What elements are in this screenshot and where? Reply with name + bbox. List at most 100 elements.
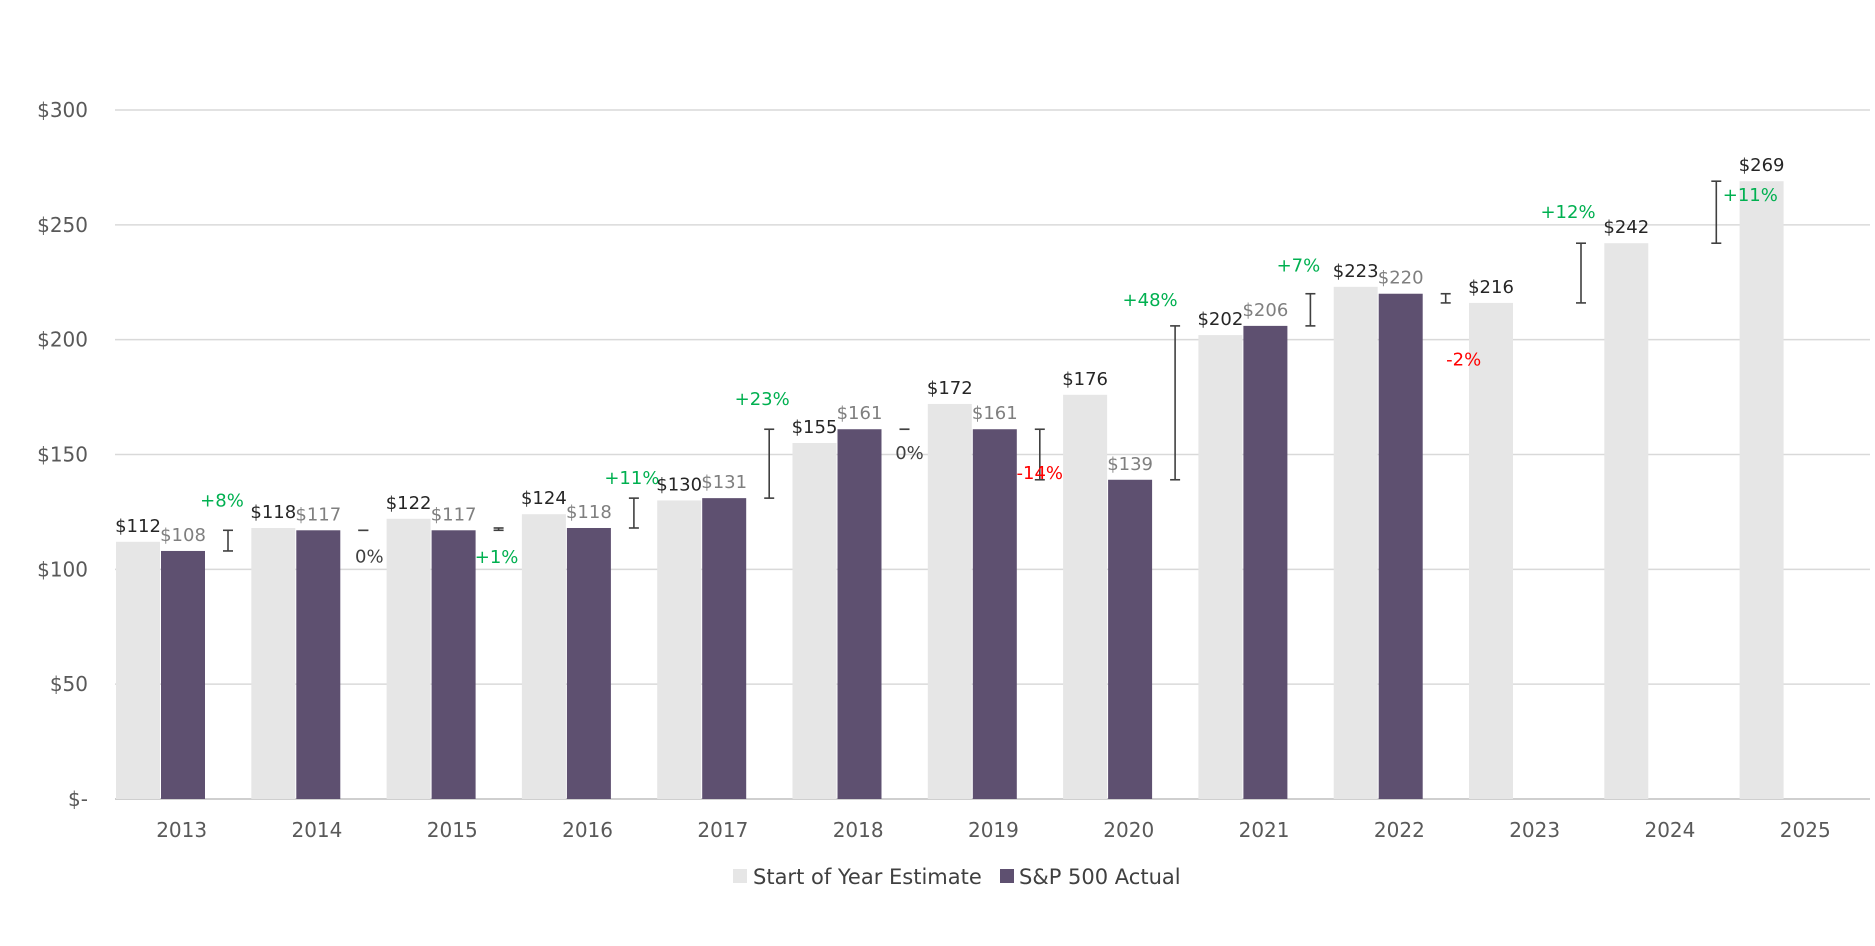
growth-label: +23% xyxy=(735,389,790,410)
data-label-actual: $131 xyxy=(701,472,747,493)
bar-actual xyxy=(296,530,341,799)
growth-label: 0% xyxy=(355,546,384,567)
data-label-actual: $161 xyxy=(837,403,883,424)
data-label-actual: $161 xyxy=(972,403,1018,424)
data-label-estimate: $223 xyxy=(1333,261,1379,282)
bar-estimate xyxy=(1198,335,1243,799)
x-tick-label: 2022 xyxy=(1374,818,1425,842)
y-tick-label: $- xyxy=(68,787,88,811)
bar-actual xyxy=(161,550,205,799)
bar-estimate xyxy=(1063,394,1108,799)
growth-label: +8% xyxy=(200,490,244,511)
x-tick-label: 2015 xyxy=(427,818,478,842)
growth-indicator: +11% xyxy=(604,468,659,529)
data-label-estimate: $112 xyxy=(115,516,161,537)
x-tick-label: 2025 xyxy=(1780,818,1831,842)
x-axis-ticks: 2013 2014 2015 2016 2017 2018 2019 2020 2021 2022… xyxy=(156,818,1831,842)
y-tick-label: $150 xyxy=(37,443,88,467)
y-tick-label: $200 xyxy=(37,328,88,352)
data-label-actual: $220 xyxy=(1378,268,1424,289)
bar-estimate xyxy=(116,541,160,799)
growth-indicator: +48% xyxy=(1123,290,1181,481)
x-tick-label: 2014 xyxy=(291,818,342,842)
growth-indicator: +8% xyxy=(200,490,244,552)
data-label-actual: $108 xyxy=(160,525,206,546)
data-label-estimate: $122 xyxy=(386,493,432,514)
bar-estimate xyxy=(386,518,431,799)
legend-label-estimate: Start of Year Estimate xyxy=(753,865,982,889)
bar-actual xyxy=(972,429,1017,799)
growth-indicators: +8% 0% +1% +11% +23% 0% -14% +48% +7% -2% +12% +11% xyxy=(200,180,1778,568)
growth-indicator: 0% xyxy=(355,529,384,567)
data-label-actual: $117 xyxy=(295,504,341,525)
data-labels: $112 $108$118 $117$122$117$124$118$130 $131… xyxy=(115,155,1784,546)
y-tick-label: $100 xyxy=(37,557,88,581)
data-label-estimate: $269 xyxy=(1739,155,1785,176)
x-tick-label: 2013 xyxy=(156,818,207,842)
growth-label: 0% xyxy=(895,443,924,464)
bar-estimate xyxy=(927,403,972,799)
data-label-estimate: $242 xyxy=(1603,217,1649,238)
bar-estimate xyxy=(1604,243,1649,799)
bar-estimate xyxy=(1469,302,1513,799)
growth-indicator: +11% xyxy=(1711,180,1778,245)
bar-actual xyxy=(566,527,611,799)
bar-estimate xyxy=(657,500,702,799)
data-label-actual: $117 xyxy=(431,504,477,525)
data-label-actual: $206 xyxy=(1242,300,1288,321)
y-tick-label: $50 xyxy=(50,672,88,696)
data-label-estimate: $176 xyxy=(1062,369,1108,390)
growth-label: +7% xyxy=(1277,256,1321,277)
legend-label-actual: S&P 500 Actual xyxy=(1019,865,1181,889)
growth-label: +11% xyxy=(1723,185,1778,206)
growth-indicator: -14% xyxy=(1017,428,1064,484)
data-label-estimate: $216 xyxy=(1468,277,1514,298)
growth-indicator: +7% xyxy=(1277,256,1321,327)
bar-actual xyxy=(837,429,882,799)
growth-indicator: +1% xyxy=(475,527,519,568)
x-tick-label: 2017 xyxy=(697,818,748,842)
y-tick-label: $250 xyxy=(37,213,88,237)
growth-label: +11% xyxy=(604,468,659,489)
x-tick-label: 2020 xyxy=(1103,818,1154,842)
data-label-estimate: $172 xyxy=(927,378,973,399)
growth-label: +1% xyxy=(475,547,519,568)
bars xyxy=(116,181,1784,800)
bar-actual xyxy=(431,530,476,799)
bar-estimate xyxy=(521,514,566,799)
bar-estimate xyxy=(1739,181,1784,800)
data-label-estimate: $202 xyxy=(1197,309,1243,330)
x-tick-label: 2016 xyxy=(562,818,613,842)
legend-swatch-estimate xyxy=(733,869,747,883)
data-label-estimate: $118 xyxy=(250,502,296,523)
legend: Start of Year Estimate S&P 500 Actual xyxy=(733,865,1181,889)
growth-indicator: 0% xyxy=(895,428,924,464)
growth-indicator: -2% xyxy=(1440,292,1481,371)
growth-label: -14% xyxy=(1017,463,1064,484)
growth-indicator: +23% xyxy=(735,389,790,499)
x-tick-label: 2021 xyxy=(1239,818,1290,842)
data-label-actual: $139 xyxy=(1107,454,1153,475)
bar-actual xyxy=(1378,293,1423,799)
y-tick-label: $300 xyxy=(37,98,88,122)
data-label-actual: $118 xyxy=(566,502,612,523)
growth-label: -2% xyxy=(1446,350,1481,371)
data-label-estimate: $124 xyxy=(521,488,567,509)
bar-actual xyxy=(1243,325,1288,799)
x-tick-label: 2023 xyxy=(1509,818,1560,842)
x-tick-label: 2019 xyxy=(968,818,1019,842)
bar-actual xyxy=(1108,479,1153,799)
bar-estimate xyxy=(251,527,296,799)
growth-label: +48% xyxy=(1123,290,1178,311)
growth-label: +12% xyxy=(1540,202,1595,223)
growth-indicator: +12% xyxy=(1540,202,1596,304)
x-tick-label: 2018 xyxy=(833,818,884,842)
bar-estimate xyxy=(1333,286,1378,799)
x-tick-label: 2024 xyxy=(1644,818,1695,842)
bar-estimate xyxy=(792,443,837,799)
bar-actual xyxy=(702,498,747,799)
y-axis-ticks: $- $50 $100 $150 $200 $250 $300 xyxy=(37,98,88,811)
data-label-estimate: $155 xyxy=(792,417,838,438)
